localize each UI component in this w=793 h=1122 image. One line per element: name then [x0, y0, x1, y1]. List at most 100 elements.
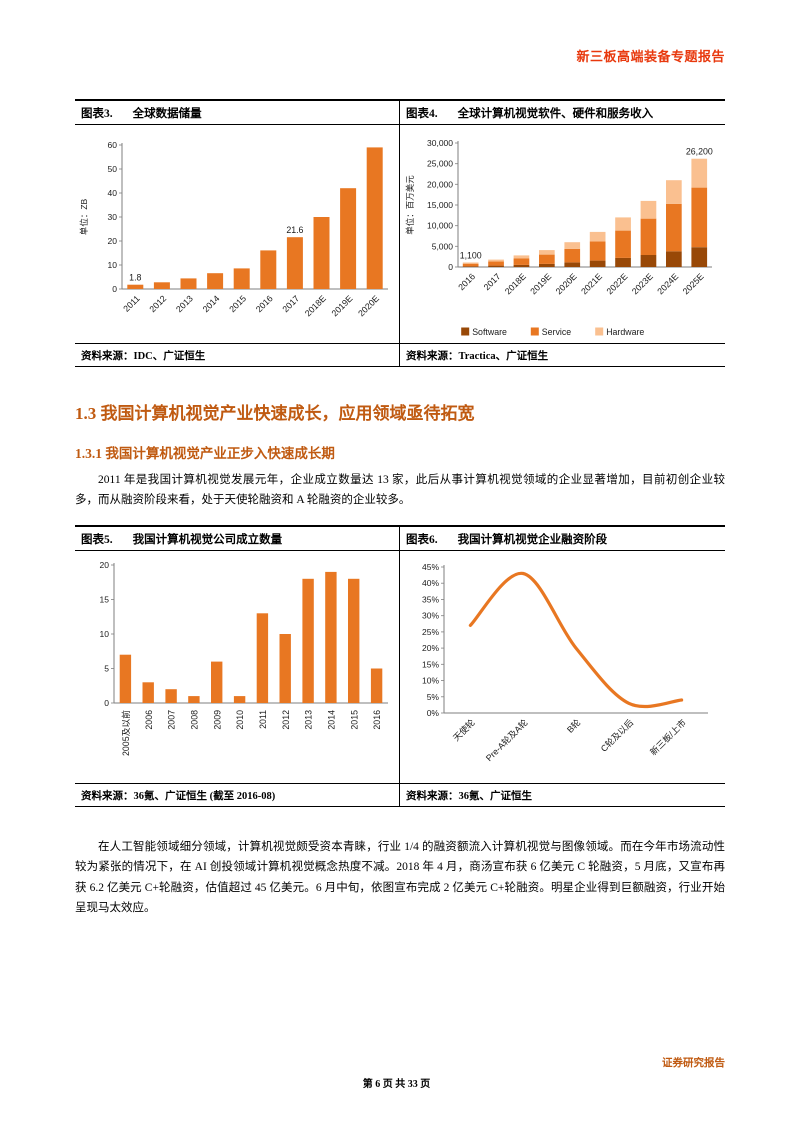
- figure6-box: 图表6. 我国计算机视觉企业融资阶段 0% 5% 10% 15% 20% 25% 30% 35…: [400, 524, 725, 807]
- svg-text:35%: 35%: [421, 594, 438, 604]
- svg-text:2006: 2006: [144, 710, 154, 730]
- figure4-source: 资料来源：Tractica、广证恒生: [400, 343, 725, 367]
- svg-text:15,000: 15,000: [427, 200, 453, 210]
- svg-text:2011: 2011: [258, 710, 268, 729]
- svg-text:5: 5: [104, 663, 109, 673]
- svg-text:0: 0: [448, 262, 453, 272]
- svg-text:Hardware: Hardware: [606, 327, 644, 337]
- figure5-source: 资料来源：36氪、广证恒生 (截至 2016-08): [75, 782, 399, 807]
- svg-text:2009: 2009: [212, 710, 222, 730]
- svg-text:20,000: 20,000: [427, 179, 453, 189]
- svg-text:15%: 15%: [421, 659, 438, 669]
- svg-text:0: 0: [112, 284, 117, 294]
- svg-text:25,000: 25,000: [427, 159, 453, 169]
- svg-text:Pre-A轮及A轮: Pre-A轮及A轮: [483, 716, 530, 763]
- svg-text:30: 30: [108, 212, 118, 222]
- svg-text:60: 60: [108, 140, 118, 150]
- report-header-title: 新三板高端装备专题报告: [576, 49, 725, 64]
- svg-text:2014: 2014: [201, 293, 222, 314]
- figure5-title-text: 我国计算机视觉公司成立数量: [132, 533, 283, 546]
- svg-text:2007: 2007: [167, 710, 177, 730]
- figure3-source: 资料来源：IDC、广证恒生: [75, 343, 399, 367]
- svg-text:15: 15: [100, 594, 110, 604]
- svg-text:0%: 0%: [426, 708, 439, 718]
- svg-text:2023E: 2023E: [629, 271, 654, 296]
- figure6-source: 资料来源：36氪、广证恒生: [400, 782, 725, 807]
- figure3-title: 图表3. 全球数据储量: [75, 101, 399, 125]
- svg-text:40: 40: [108, 188, 118, 198]
- svg-text:2014: 2014: [326, 710, 336, 730]
- figure5-label: 图表5.: [81, 533, 113, 546]
- svg-text:20: 20: [100, 560, 110, 570]
- svg-text:50: 50: [108, 164, 118, 174]
- svg-text:2005及以前: 2005及以前: [120, 710, 131, 756]
- svg-text:25%: 25%: [421, 627, 438, 637]
- figure4-label: 图表4.: [406, 108, 438, 120]
- svg-text:2024E: 2024E: [655, 271, 680, 296]
- figure6-title: 图表6. 我国计算机视觉企业融资阶段: [400, 527, 725, 551]
- svg-text:2025E: 2025E: [680, 271, 705, 296]
- svg-text:20%: 20%: [421, 643, 438, 653]
- figure3-label: 图表3.: [81, 108, 113, 120]
- svg-text:2019E: 2019E: [329, 293, 354, 318]
- svg-text:2012: 2012: [281, 710, 291, 730]
- svg-text:2011: 2011: [121, 293, 142, 314]
- svg-text:26,200: 26,200: [685, 147, 712, 157]
- figure3-box: 图表3. 全球数据储量 0 10 20 30 40 50 60 单位：ZB 2011 2012 20…: [75, 99, 400, 367]
- svg-text:30,000: 30,000: [427, 138, 453, 148]
- footer-report-type: 证券研究报告: [662, 1058, 725, 1069]
- svg-text:2012: 2012: [147, 293, 168, 314]
- svg-text:Service: Service: [541, 327, 570, 337]
- svg-text:30%: 30%: [421, 611, 438, 621]
- svg-text:21.6: 21.6: [286, 225, 303, 235]
- svg-text:2018E: 2018E: [502, 271, 527, 296]
- svg-text:2016: 2016: [372, 710, 382, 730]
- section-heading-1-3-1: 1.3.1 我国计算机视觉产业正步入快速成长期: [75, 446, 335, 461]
- figure-row-2: 图表5. 我国计算机视觉公司成立数量 0 5 10 15 20 2005及以前 2006 20…: [75, 524, 725, 807]
- svg-text:5,000: 5,000: [431, 241, 453, 251]
- svg-text:10,000: 10,000: [427, 221, 453, 231]
- svg-text:10: 10: [108, 260, 118, 270]
- figure5-chart: 0 5 10 15 20 2005及以前 2006 2007 2008 2009 2010 2011 2…: [75, 551, 399, 783]
- svg-text:1,100: 1,100: [459, 251, 481, 261]
- svg-text:2018E: 2018E: [303, 293, 328, 318]
- figure6-title-text: 我国计算机视觉企业融资阶段: [457, 533, 608, 546]
- svg-text:2017: 2017: [280, 293, 301, 314]
- paragraph-2: 在人工智能领域细分领域，计算机视觉颇受资本青睐，行业 1/4 的融资额流入计算机…: [75, 840, 725, 915]
- svg-text:2020E: 2020E: [553, 271, 578, 296]
- svg-text:新三板/上市: 新三板/上市: [647, 716, 688, 757]
- figure6-label: 图表6.: [406, 533, 438, 546]
- svg-text:2010: 2010: [235, 710, 245, 730]
- svg-text:2019E: 2019E: [528, 271, 553, 296]
- svg-text:天使轮: 天使轮: [450, 716, 477, 743]
- svg-text:2015: 2015: [227, 293, 248, 314]
- svg-text:单位：ZB: 单位：ZB: [79, 198, 89, 235]
- paragraph-1: 2011 年是我国计算机视觉发展元年，企业成立数量达 13 家，此后从事计算机视…: [75, 474, 725, 507]
- svg-text:10: 10: [100, 629, 110, 639]
- section-heading-1-3: 1.3 我国计算机视觉产业快速成长，应用领域亟待拓宽: [75, 404, 475, 423]
- figure5-title: 图表5. 我国计算机视觉公司成立数量: [75, 527, 399, 551]
- figure4-title-text: 全球计算机视觉软件、硬件和服务收入: [457, 108, 654, 120]
- figure6-chart: 0% 5% 10% 15% 20% 25% 30% 35% 40% 45% 天使轮 Pre-A轮及A轮…: [400, 551, 725, 783]
- svg-text:40%: 40%: [421, 578, 438, 588]
- svg-text:2022E: 2022E: [604, 271, 629, 296]
- svg-text:2017: 2017: [481, 271, 502, 292]
- figure3-title-text: 全球数据储量: [132, 108, 202, 120]
- figure4-title: 图表4. 全球计算机视觉软件、硬件和服务收入: [400, 101, 725, 125]
- svg-text:单位：百万美元: 单位：百万美元: [405, 175, 415, 235]
- svg-text:45%: 45%: [421, 562, 438, 572]
- figure-row-1: 图表3. 全球数据储量 0 10 20 30 40 50 60 单位：ZB 2011 2012 20…: [75, 99, 725, 367]
- page-number: 第 6 页 共 33 页: [362, 1079, 431, 1090]
- svg-text:Software: Software: [472, 327, 507, 337]
- svg-text:B轮: B轮: [564, 716, 582, 734]
- svg-text:20: 20: [108, 236, 118, 246]
- figure4-chart: 0 5,000 10,000 15,000 20,000 25,000 30,000 单位：百…: [400, 125, 725, 343]
- svg-text:2008: 2008: [189, 710, 199, 730]
- svg-text:2020E: 2020E: [356, 293, 381, 318]
- svg-text:2016: 2016: [254, 293, 275, 314]
- svg-text:10%: 10%: [421, 676, 438, 686]
- figure3-chart: 0 10 20 30 40 50 60 单位：ZB 2011 2012 2013 2014 2015 20…: [75, 125, 399, 343]
- svg-text:C轮及以后: C轮及以后: [598, 716, 635, 753]
- svg-text:0: 0: [104, 698, 109, 708]
